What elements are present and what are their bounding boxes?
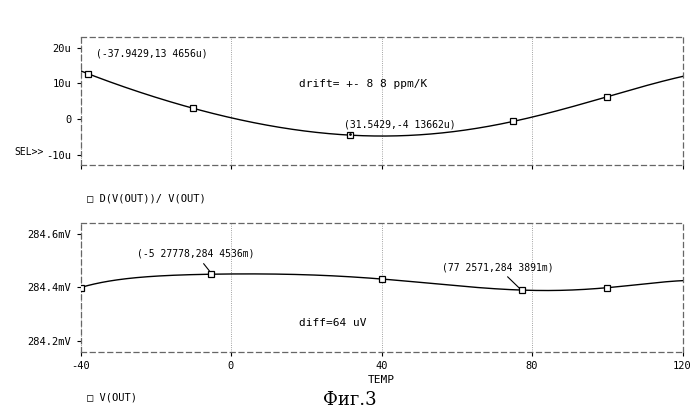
- Text: (-5 27778,284 4536m): (-5 27778,284 4536m): [137, 249, 254, 271]
- Text: □ V(OUT): □ V(OUT): [87, 393, 136, 403]
- Text: (-37.9429,13 4656u): (-37.9429,13 4656u): [95, 48, 207, 58]
- Text: drift= +- 8 8 ppm/K: drift= +- 8 8 ppm/K: [299, 79, 427, 89]
- Text: Фиг.3: Фиг.3: [323, 391, 377, 409]
- Text: diff=64 uV: diff=64 uV: [299, 318, 366, 328]
- X-axis label: TEMP: TEMP: [368, 375, 395, 385]
- Text: □ D(V(OUT))/ V(OUT): □ D(V(OUT))/ V(OUT): [87, 193, 205, 204]
- Text: (77 2571,284 3891m): (77 2571,284 3891m): [442, 262, 553, 288]
- Text: (31.5429,-4 13662u): (31.5429,-4 13662u): [344, 120, 456, 130]
- Text: SEL>>: SEL>>: [14, 147, 43, 157]
